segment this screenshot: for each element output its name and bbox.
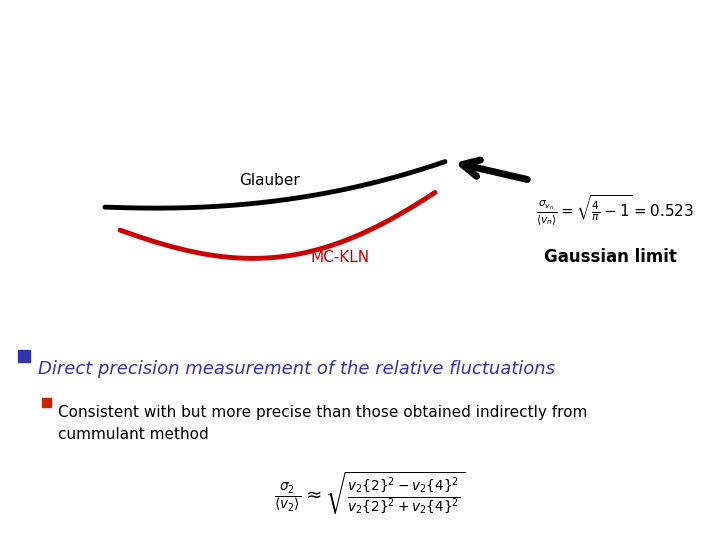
Bar — [42, 398, 51, 407]
Text: MC-KLN: MC-KLN — [310, 249, 369, 265]
Text: 24: 24 — [685, 11, 702, 25]
Text: $\frac{\sigma_2}{\langle v_2 \rangle} \approx \sqrt{\frac{v_2\{2\}^2 - v_2\{4\}^: $\frac{\sigma_2}{\langle v_2 \rangle} \a… — [274, 469, 466, 516]
Text: Consistent with but more precise than those obtained indirectly from: Consistent with but more precise than th… — [58, 405, 588, 420]
Bar — [18, 350, 30, 362]
Text: Gaussian limit: Gaussian limit — [544, 248, 676, 266]
Text: Relative fluctuations: width/mean for $\mathbf{v_2}$: Relative fluctuations: width/mean for $\… — [33, 17, 629, 45]
Text: cummulant method: cummulant method — [58, 427, 209, 442]
Text: Glauber: Glauber — [240, 173, 300, 187]
Text: Direct precision measurement of the relative fluctuations: Direct precision measurement of the rela… — [38, 360, 555, 378]
Text: $\frac{\sigma_{v_n}}{\langle v_n \rangle} = \sqrt{\frac{4}{\pi} - 1} = 0.523$: $\frac{\sigma_{v_n}}{\langle v_n \rangle… — [536, 193, 694, 227]
